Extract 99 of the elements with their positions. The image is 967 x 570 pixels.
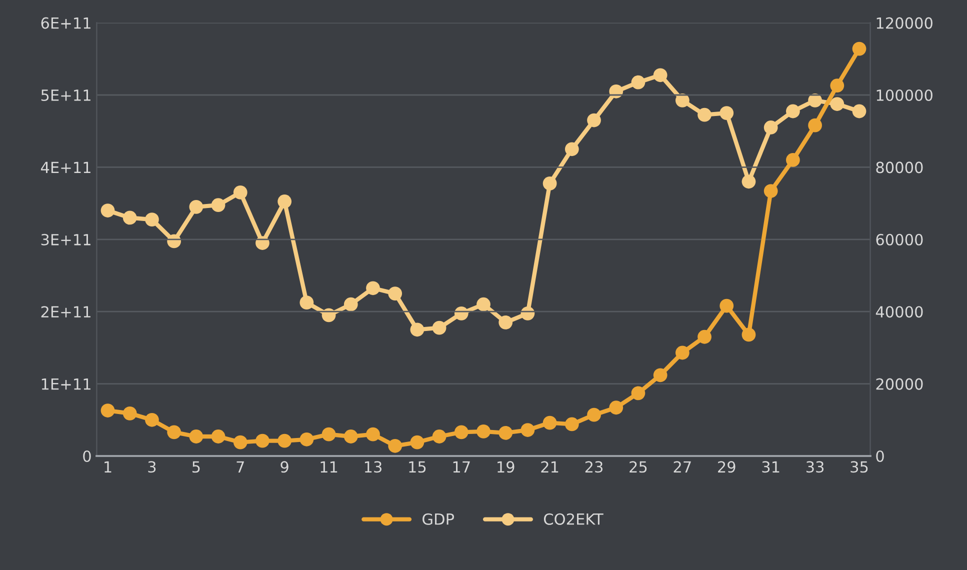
point: [388, 286, 402, 300]
y-tick-label: 0: [83, 450, 91, 462]
point: [233, 186, 248, 200]
point: [278, 434, 292, 448]
y2-tick-label: 60000: [876, 234, 923, 246]
y2-tick-label: 20000: [876, 378, 923, 390]
point: [542, 176, 557, 190]
point: [366, 427, 380, 442]
point: [476, 424, 490, 438]
point: [564, 142, 579, 156]
point: [100, 204, 115, 218]
legend-label: GDP: [422, 513, 454, 525]
x-tick-label: 1: [104, 461, 112, 472]
point: [542, 416, 557, 430]
y-tick-label: 6E+11: [41, 17, 90, 29]
point: [233, 435, 248, 450]
point: [764, 184, 778, 198]
point: [675, 346, 690, 360]
x-tick-label: 7: [236, 461, 244, 472]
y-tick-label: 1E+11: [42, 378, 90, 390]
y-tick-label: 5E+11: [41, 90, 90, 102]
point: [609, 84, 624, 98]
point: [388, 438, 402, 453]
point: [145, 412, 159, 427]
point: [300, 296, 314, 310]
point: [410, 322, 424, 337]
point: [698, 330, 712, 344]
point: [764, 120, 778, 134]
x-tick-label: 29: [718, 461, 736, 473]
point: [300, 432, 314, 446]
y2-tick-label: 100000: [876, 89, 932, 102]
point: [410, 435, 424, 450]
point: [675, 93, 690, 108]
point: [742, 328, 756, 342]
x-tick-label: 17: [453, 461, 470, 472]
y2-tick-label: 80000: [876, 162, 923, 174]
point: [587, 408, 601, 422]
point: [278, 194, 292, 208]
point: [520, 423, 535, 437]
point: [122, 210, 137, 225]
y-tick-label: 2E+11: [41, 306, 90, 318]
y2-tick-label: 0: [876, 450, 884, 462]
point: [852, 42, 866, 56]
point: [189, 430, 204, 444]
point: [476, 297, 490, 312]
x-tick-label: 25: [630, 461, 647, 473]
legend-label: CO2EKT: [544, 513, 604, 525]
y-tick-label: 3E+11: [41, 234, 90, 246]
point: [808, 93, 822, 108]
x-tick-label: 21: [541, 461, 558, 472]
point: [808, 118, 822, 132]
point: [256, 434, 270, 448]
point: [498, 426, 513, 440]
point: [631, 75, 646, 90]
point: [366, 281, 380, 296]
x-tick-label: 31: [762, 461, 780, 473]
y2-tick-label: 120000: [876, 17, 932, 29]
x-tick-label: 15: [409, 461, 426, 473]
point: [786, 153, 800, 167]
point: [189, 200, 204, 214]
point: [830, 97, 844, 111]
point: [322, 427, 336, 442]
x-tick-label: 35: [850, 461, 868, 473]
point: [564, 417, 579, 432]
point: [211, 198, 226, 212]
point: [698, 108, 712, 122]
point: [720, 106, 734, 120]
x-tick-label: 5: [192, 461, 200, 473]
point: [587, 113, 601, 128]
point: [653, 68, 668, 82]
point: [852, 104, 866, 118]
point: [432, 320, 446, 335]
y-tick-label: 4E+11: [40, 162, 90, 174]
point: [498, 315, 513, 330]
point: [344, 430, 358, 444]
point: [742, 174, 756, 189]
x-tick-label: 33: [806, 461, 824, 473]
point: [786, 104, 800, 118]
point: [653, 368, 668, 382]
point: [432, 430, 446, 444]
x-tick-label: 19: [498, 461, 514, 473]
point: [454, 425, 468, 440]
point: [122, 406, 137, 420]
x-tick-label: 27: [674, 461, 691, 472]
x-tick-label: 23: [585, 461, 603, 473]
point: [631, 386, 646, 400]
point: [167, 425, 182, 440]
point: [145, 212, 159, 226]
point: [211, 430, 226, 444]
point: [100, 404, 115, 418]
point: [344, 297, 358, 312]
point: [720, 298, 734, 313]
x-tick-label: 13: [364, 461, 382, 473]
x-tick-label: 9: [280, 461, 288, 473]
point: [830, 78, 844, 93]
x-tick-label: 11: [320, 461, 338, 472]
x-tick-label: 3: [148, 461, 156, 473]
y2-tick-label: 40000: [876, 306, 923, 318]
point: [609, 400, 624, 415]
